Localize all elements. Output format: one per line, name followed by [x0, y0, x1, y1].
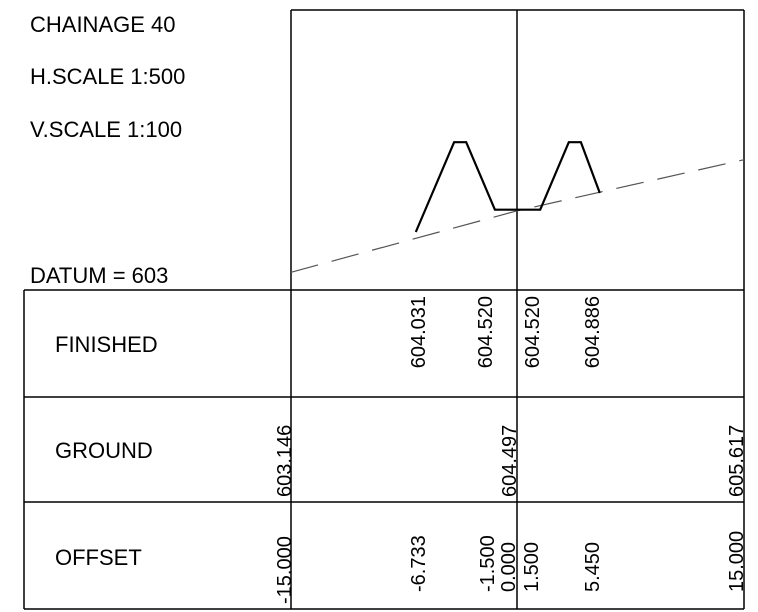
finished-value: 604.520 — [475, 296, 497, 368]
offset-value: 1.500 — [521, 542, 543, 592]
ground-value: 604.497 — [499, 425, 521, 497]
offset-value: 15.000 — [726, 531, 748, 592]
finished-value: 604.031 — [408, 296, 430, 368]
offset-value: -1.500 — [477, 535, 499, 592]
h-scale-label: H.SCALE 1:500 — [30, 64, 185, 89]
offset-value: -6.733 — [408, 535, 430, 592]
datum-label: DATUM = 603 — [30, 263, 168, 288]
row-label-offset: OFFSET — [55, 545, 142, 570]
finished-value: 604.886 — [582, 296, 604, 368]
v-scale-label: V.SCALE 1:100 — [30, 117, 182, 142]
offset-value: 5.450 — [582, 542, 604, 592]
finished-profile-line — [414, 141, 601, 233]
finished-value: 604.520 — [522, 296, 544, 368]
offset-value: -15.000 — [274, 536, 296, 604]
chainage-label: CHAINAGE 40 — [30, 12, 176, 37]
row-label-ground: GROUND — [55, 438, 153, 463]
ground-value: 605.617 — [726, 425, 748, 497]
ground-value: 603.146 — [274, 425, 296, 497]
row-label-finished: FINISHED — [55, 332, 158, 357]
profile-lines — [290, 141, 745, 273]
table-grid — [23, 289, 745, 610]
offset-value: 0.000 — [498, 542, 520, 592]
